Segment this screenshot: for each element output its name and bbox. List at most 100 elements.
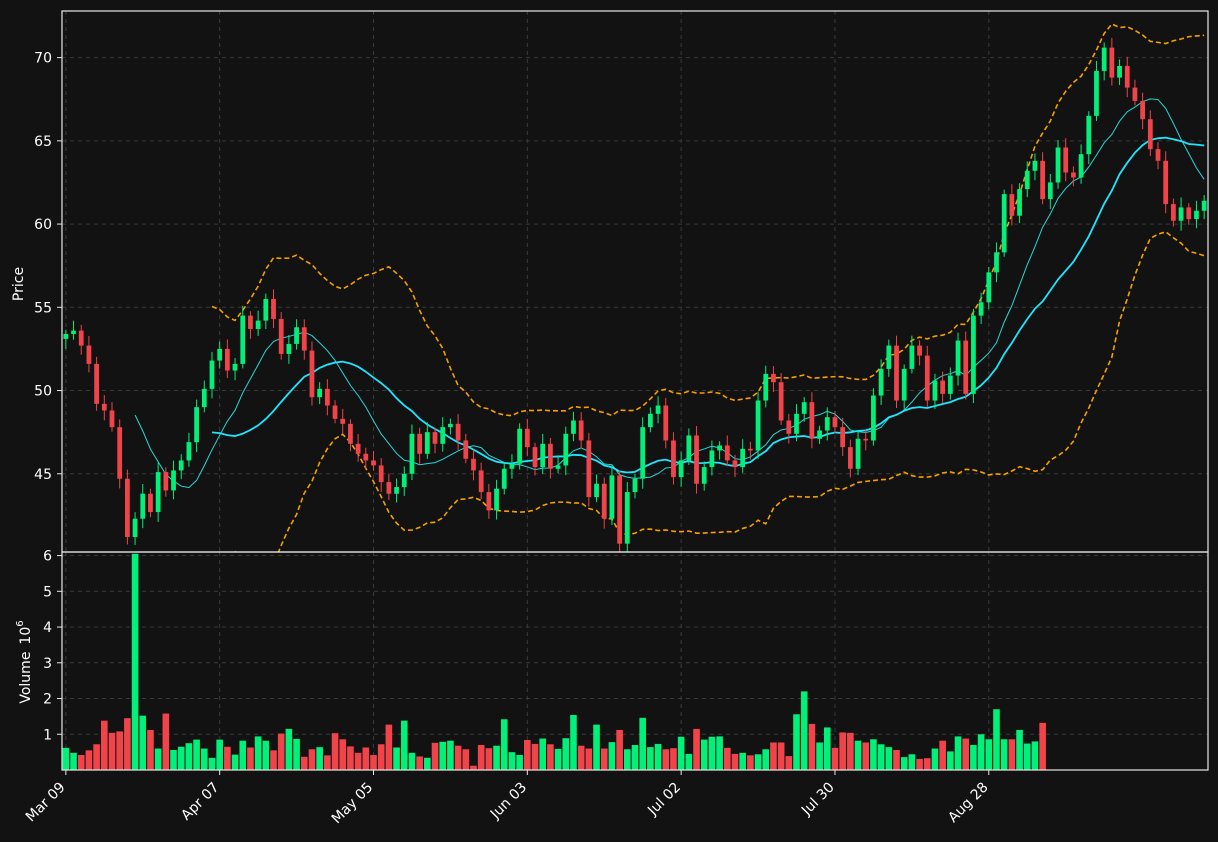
candle-up [571,411,576,442]
candle-up [1194,200,1199,229]
candle-down [309,341,315,406]
candle-down [1071,166,1076,187]
candle-up [294,319,299,350]
volume-bar [324,755,331,770]
candle-up [194,399,199,453]
candle-body [86,345,92,364]
volume-bar [524,739,531,770]
candle-up [1101,42,1107,81]
candle-body [224,348,230,371]
candle-down [586,432,592,507]
candle-down [840,417,846,456]
volume-bar [554,748,562,770]
candle-body [448,423,453,428]
candle-body [455,423,461,441]
candle-up [801,397,807,422]
candle-up [286,334,292,364]
candle-up [1032,153,1038,181]
candle-down [917,340,922,366]
candle-body [101,403,107,411]
price-tick-label: 45 [34,467,52,483]
volume-bar [716,736,723,770]
candle-up [994,242,999,283]
volume-bar [177,746,185,770]
candle-up [1086,111,1092,165]
candle-body [994,252,999,273]
candle-body [963,340,969,394]
candle-body [301,327,307,351]
candle-down [471,449,476,481]
volume-bar [993,709,1000,770]
candle-up [909,335,915,374]
candle-body [594,483,599,498]
candle-body [632,478,638,493]
volume-bar [285,728,293,770]
volume-bar [447,740,454,770]
candle-body [240,315,246,364]
candle-down [924,345,930,408]
volume-bar [193,739,200,770]
candle-down [378,458,384,493]
price-tick-label: 65 [34,134,52,150]
candle-down [747,441,753,460]
candle-body [678,460,684,478]
volume-bar [508,752,516,770]
volume-bar [200,748,208,770]
candle-down [363,447,369,470]
candle-body [701,467,707,484]
candle-body [1024,170,1030,190]
volume-bar [424,757,431,770]
candle-body [163,472,169,491]
candle-up [232,358,238,381]
price-tick-label: 70 [34,51,52,67]
volume-bar [870,739,877,770]
candle-down [78,324,84,355]
candle-up [763,365,769,408]
candle-body [1009,194,1015,216]
candle-body [763,373,769,401]
volume-bar [208,757,216,770]
candle-body [201,388,207,408]
volume-bar [854,740,862,770]
candle-body [1063,147,1069,173]
candle-body [417,433,423,454]
candle-up [517,423,523,470]
volume-bar [954,736,962,770]
candle-down [524,418,530,457]
candle-body [1124,65,1130,88]
candle-down [301,319,307,360]
volume-tick-label: 3 [43,656,52,672]
candle-body [1086,115,1092,155]
volume-bar [416,756,423,770]
volume-panel-frame [61,551,1209,771]
candle-up [1001,189,1007,257]
candle-up [140,483,146,529]
candle-up [871,388,876,446]
volume-bar [685,753,693,770]
candle-up [1078,144,1084,184]
candle-body [732,460,738,468]
candle-body [186,442,192,461]
candle-up [978,292,984,325]
candle-up [540,433,546,475]
candle-body [255,320,261,329]
candle-body [248,315,253,329]
candle-body [771,373,776,383]
candle-body [571,420,576,434]
price-tick-label: 60 [34,217,52,233]
candle-down [1155,142,1161,170]
candle-up [955,332,961,386]
volume-bar [70,752,77,770]
candle-up [209,351,215,399]
candle-body [971,315,976,394]
candle-up [1055,139,1061,189]
candle-body [494,488,499,511]
candle-down [417,427,423,464]
candle-body [1017,189,1022,216]
candle-body [501,468,507,489]
volume-bar [470,765,477,770]
volume-bar [1000,739,1008,770]
volume-bar [770,742,777,770]
candle-body [563,433,569,466]
volume-bar [970,744,977,770]
